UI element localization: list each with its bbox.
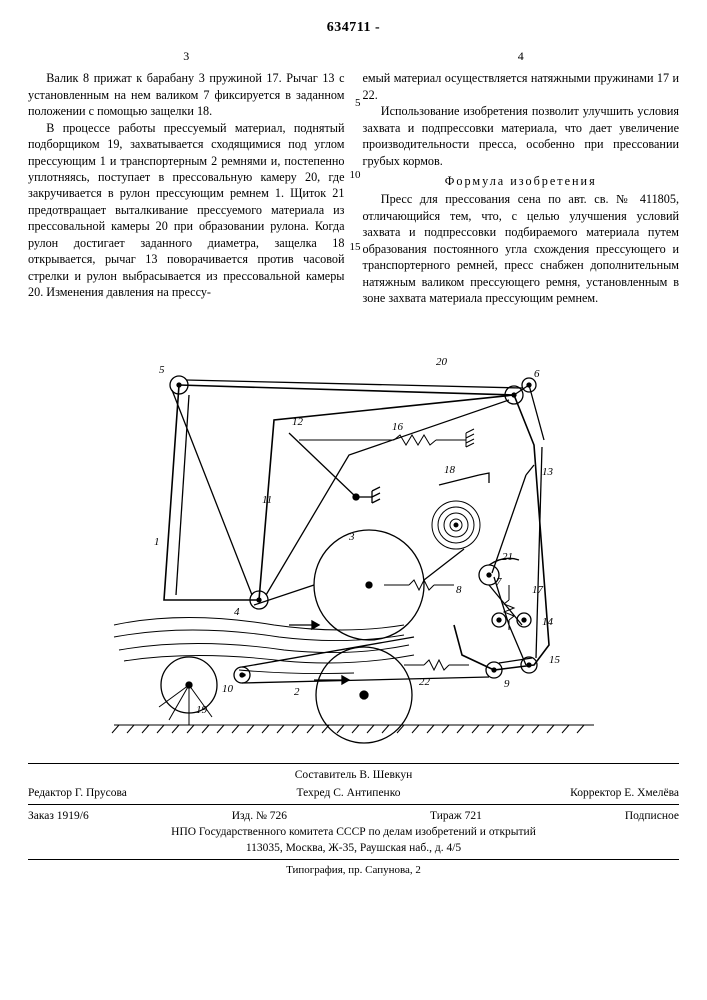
- publisher-org: НПО Государственного комитета СССР по де…: [28, 824, 679, 840]
- compiler: Составитель В. Шевкун: [295, 767, 413, 783]
- fig-label: 22: [419, 676, 431, 688]
- fig-label: 5: [159, 364, 165, 376]
- fig-label: 18: [444, 464, 456, 476]
- fig-label: 16: [392, 421, 404, 433]
- line-mark: 5: [349, 96, 361, 111]
- fig-label: 9: [504, 678, 510, 690]
- right-column: 4 5 10 15 емый материал осуществляется н…: [363, 48, 680, 307]
- fig-label: 21: [502, 551, 513, 563]
- col-number-left: 3: [28, 48, 345, 64]
- text-columns: 3 Валик 8 прижат к барабану 3 пружиной 1…: [28, 48, 679, 307]
- patent-number: 634711 -: [28, 20, 679, 36]
- typography: Типография, пр. Сапунова, 2: [28, 863, 679, 878]
- fig-label: 20: [436, 356, 448, 368]
- publisher-addr: 113035, Москва, Ж-35, Раушская наб., д. …: [28, 840, 679, 856]
- para: Валик 8 прижат к барабану 3 пружиной 17.…: [28, 70, 345, 119]
- fig-label: 7: [496, 576, 502, 588]
- editor: Редактор Г. Прусова: [28, 785, 127, 801]
- fig-label: 4: [234, 606, 240, 618]
- footer: Составитель В. Шевкун Редактор Г. Прусов…: [28, 763, 679, 879]
- fig-label: 11: [262, 494, 272, 506]
- para: емый материал осуществляется натяжными п…: [363, 70, 680, 103]
- tirage: Тираж 721: [430, 808, 482, 824]
- fig-label: 14: [542, 616, 554, 628]
- fig-label: 17: [532, 584, 544, 596]
- izd: Изд. № 726: [232, 808, 287, 824]
- para: В процессе работы прессуемый материал, п…: [28, 120, 345, 301]
- figure: 5 6 20 12 16 18 13 11 1 4 3 21 7 17 8 14…: [28, 325, 679, 745]
- fig-label: 8: [456, 584, 462, 596]
- diagram-svg: 5 6 20 12 16 18 13 11 1 4 3 21 7 17 8 14…: [94, 325, 614, 745]
- fig-label: 10: [222, 683, 234, 695]
- fig-label: 13: [542, 466, 554, 478]
- order: Заказ 1919/6: [28, 808, 89, 824]
- fig-label: 12: [292, 416, 304, 428]
- para: Использование изобретения позволит улучш…: [363, 103, 680, 169]
- fig-label: 19: [196, 704, 208, 716]
- col-number-right: 4: [363, 48, 680, 64]
- left-column: 3 Валик 8 прижат к барабану 3 пружиной 1…: [28, 48, 345, 307]
- subscr: Подписное: [625, 808, 679, 824]
- fig-label: 1: [154, 536, 160, 548]
- fig-label: 2: [294, 686, 300, 698]
- claims-heading: Формула изобретения: [363, 173, 680, 189]
- fig-label: 3: [348, 531, 355, 543]
- line-mark: 15: [349, 240, 361, 255]
- line-mark: 10: [349, 168, 361, 183]
- fig-label: 15: [549, 654, 561, 666]
- claim: Пресс для прессования сена по авт. св. №…: [363, 191, 680, 306]
- techred: Техред С. Антипенко: [297, 785, 401, 801]
- fig-label: 6: [534, 368, 540, 380]
- corrector: Корректор Е. Хмелёва: [570, 785, 679, 801]
